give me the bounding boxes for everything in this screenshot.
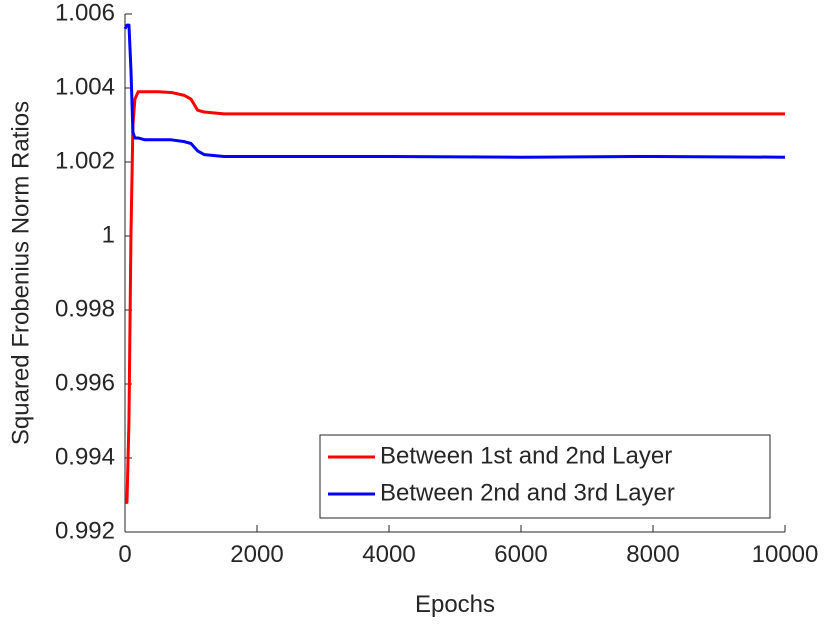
legend-label: Between 2nd and 3rd Layer: [380, 479, 675, 506]
x-tick-label: 2000: [230, 541, 283, 568]
y-tick-label: 1.006: [55, 0, 115, 26]
x-tick-label: 8000: [626, 541, 679, 568]
y-tick-label: 0.994: [55, 443, 115, 470]
x-tick-label: 0: [118, 541, 131, 568]
legend: Between 1st and 2nd Layer Between 2nd and…: [319, 434, 771, 519]
legend-label: Between 1st and 2nd Layer: [380, 442, 672, 469]
series-line: [125, 90, 785, 504]
y-tick-label: 0.992: [55, 517, 115, 544]
x-tick-label: 4000: [362, 541, 415, 568]
x-axis-label: Epochs: [415, 591, 495, 618]
y-axis-label: Squared Frobenius Norm Ratios: [7, 101, 34, 445]
y-tick-label: 1.002: [55, 147, 115, 174]
y-tick-label: 0.996: [55, 369, 115, 396]
y-tick-label: 0.998: [55, 295, 115, 322]
legend-box: [319, 434, 771, 519]
x-tick-label: 6000: [494, 541, 547, 568]
series-line: [123, 23, 786, 159]
y-tick-label: 1: [102, 221, 115, 248]
y-tick-label: 1.004: [55, 73, 115, 100]
x-tick-label: 10000: [752, 541, 819, 568]
